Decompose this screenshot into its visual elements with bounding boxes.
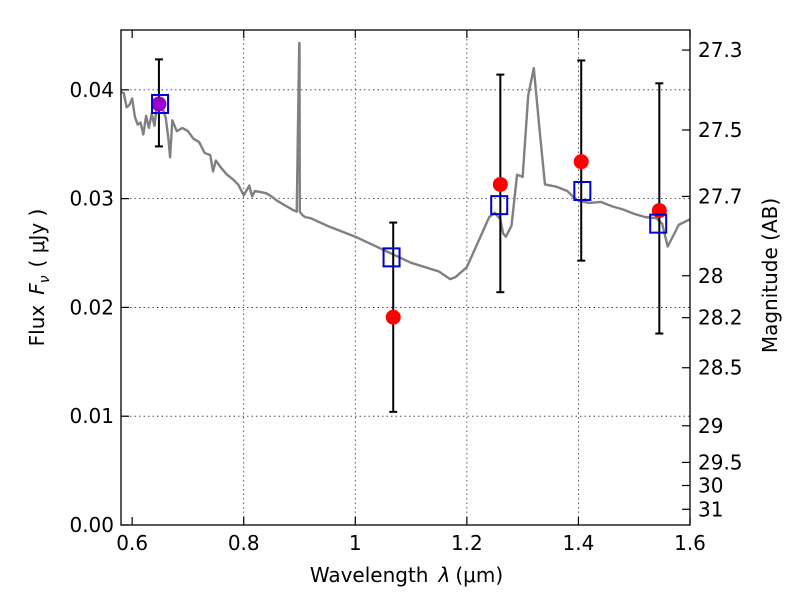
model-square	[151, 93, 170, 114]
y2-tick-label: 28.2	[698, 306, 743, 330]
observed-point	[573, 154, 589, 170]
x-axis-ticks: 0.6 0.8 1 1.2 1.4 1.6	[116, 30, 706, 555]
spectrum-series	[120, 41, 691, 281]
model-square	[649, 213, 668, 234]
spectrum-line	[120, 41, 691, 281]
observed-points	[151, 96, 667, 325]
y2-axis-label: Magnitude (AB)	[758, 198, 782, 353]
model-square	[382, 247, 401, 268]
grid-lines	[121, 30, 690, 525]
y-axis-ticks: 0.00 0.01 0.02 0.03 0.04	[69, 78, 129, 537]
y-tick-label: 0.02	[69, 295, 114, 319]
x-tick-label: 1.2	[451, 531, 483, 555]
x-tick-label: 0.6	[116, 531, 148, 555]
y2-tick-label: 27.3	[698, 38, 743, 62]
y2-tick-label: 28.5	[698, 356, 743, 380]
y2-tick-label: 27.7	[698, 184, 743, 208]
observed-point	[651, 203, 667, 219]
x-tick-label: 0.8	[228, 531, 260, 555]
y2-tick-label: 29	[698, 414, 723, 438]
y-axis-label: FluxFν( μJy )	[25, 209, 53, 347]
observed-point	[492, 176, 508, 192]
y2-tick-label: 28	[698, 264, 723, 288]
model-squares	[151, 93, 668, 268]
y-tick-label: 0.00	[69, 513, 114, 537]
model-square	[573, 181, 592, 202]
y2-tick-label: 29.5	[698, 450, 743, 474]
y2-tick-label: 31	[698, 497, 723, 521]
x-tick-label: 1	[349, 531, 362, 555]
plot-frame	[120, 29, 691, 526]
observed-point	[151, 96, 167, 112]
x-axis-label: Wavelength λ (μm)	[310, 563, 503, 587]
y2-tick-label: 27.5	[698, 118, 743, 142]
model-square	[490, 195, 509, 216]
x-tick-label: 1.4	[563, 531, 595, 555]
y-tick-label: 0.03	[69, 187, 114, 211]
x-tick-label: 1.6	[674, 531, 706, 555]
y-tick-label: 0.01	[69, 404, 114, 428]
y-tick-label: 0.04	[69, 78, 114, 102]
y2-tick-label: 30	[698, 473, 723, 497]
observed-point	[385, 309, 401, 325]
error-bars	[154, 58, 664, 413]
